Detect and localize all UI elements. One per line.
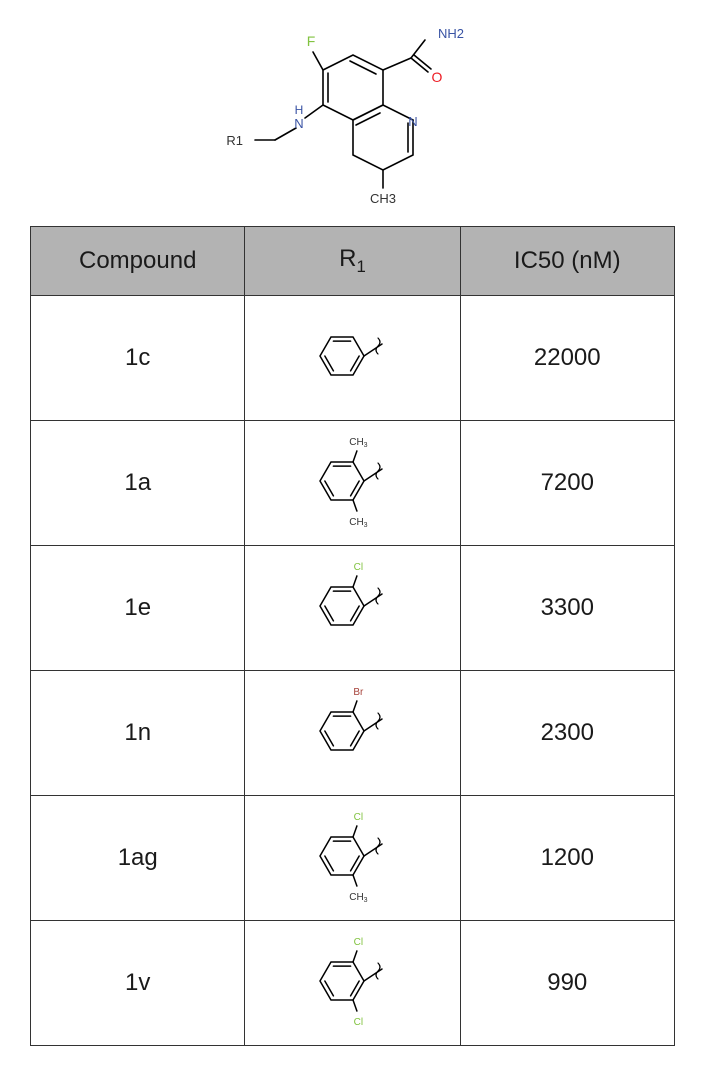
cell-compound: 1a <box>31 420 245 545</box>
table-row: 1c 22000 <box>31 295 675 420</box>
svg-text:CH3: CH3 <box>350 892 368 904</box>
table-row: 1v Cl Cl 990 <box>31 920 675 1045</box>
cell-ic50: 7200 <box>460 420 674 545</box>
atom-NH2: NH2 <box>438 26 464 41</box>
cell-r1-structure: Cl CH3 <box>245 795 460 920</box>
table-row: 1e Cl 3300 <box>31 545 675 670</box>
col-compound: Compound <box>31 227 245 296</box>
col-r1: R1 <box>245 227 460 296</box>
table-head: Compound R1 IC50 (nM) <box>31 227 675 296</box>
table-row: 1n Br 2300 <box>31 670 675 795</box>
cell-compound: 1v <box>31 920 245 1045</box>
cell-compound: 1ag <box>31 795 245 920</box>
cell-ic50: 990 <box>460 920 674 1045</box>
cell-r1-structure: Cl <box>245 545 460 670</box>
scaffold-svg: F NH2 O N N H CH3 R1 <box>213 10 493 215</box>
atom-N-amine: N <box>294 116 303 131</box>
cell-ic50: 2300 <box>460 670 674 795</box>
atom-O: O <box>431 69 442 85</box>
table-row: 1a CH3 CH3 7200 <box>31 420 675 545</box>
table-body: 1c220001aCH3CH372001eCl33001nBr23001agCl… <box>31 295 675 1045</box>
col-ic50: IC50 (nM) <box>460 227 674 296</box>
atom-R1: R1 <box>226 133 243 148</box>
cell-ic50: 22000 <box>460 295 674 420</box>
cell-compound: 1e <box>31 545 245 670</box>
cell-r1-structure: Br <box>245 670 460 795</box>
atom-F: F <box>306 33 315 49</box>
scaffold-structure: F NH2 O N N H CH3 R1 <box>30 10 675 220</box>
col-r1-label: R1 <box>339 245 366 272</box>
svg-text:Cl: Cl <box>354 1017 363 1028</box>
atom-CH3: CH3 <box>369 191 395 206</box>
sar-table: Compound R1 IC50 (nM) 1c 22000 1a CH3 CH3 720… <box>30 226 675 1046</box>
cell-ic50: 3300 <box>460 545 674 670</box>
atom-H: H <box>294 103 303 117</box>
table-row: 1ag Cl CH3 1200 <box>31 795 675 920</box>
svg-text:Cl: Cl <box>354 562 363 573</box>
cell-r1-structure: CH3 CH3 <box>245 420 460 545</box>
cell-ic50: 1200 <box>460 795 674 920</box>
cell-compound: 1n <box>31 670 245 795</box>
page-root: F NH2 O N N H CH3 R1 Compound R1 IC50 (n… <box>0 0 705 1076</box>
svg-text:Cl: Cl <box>354 937 363 948</box>
svg-text:CH3: CH3 <box>350 517 368 529</box>
svg-text:CH3: CH3 <box>350 437 368 449</box>
svg-text:Cl: Cl <box>354 812 363 823</box>
cell-compound: 1c <box>31 295 245 420</box>
cell-r1-structure <box>245 295 460 420</box>
atom-N-ring: N <box>408 114 417 129</box>
svg-text:Br: Br <box>354 687 365 698</box>
cell-r1-structure: Cl Cl <box>245 920 460 1045</box>
